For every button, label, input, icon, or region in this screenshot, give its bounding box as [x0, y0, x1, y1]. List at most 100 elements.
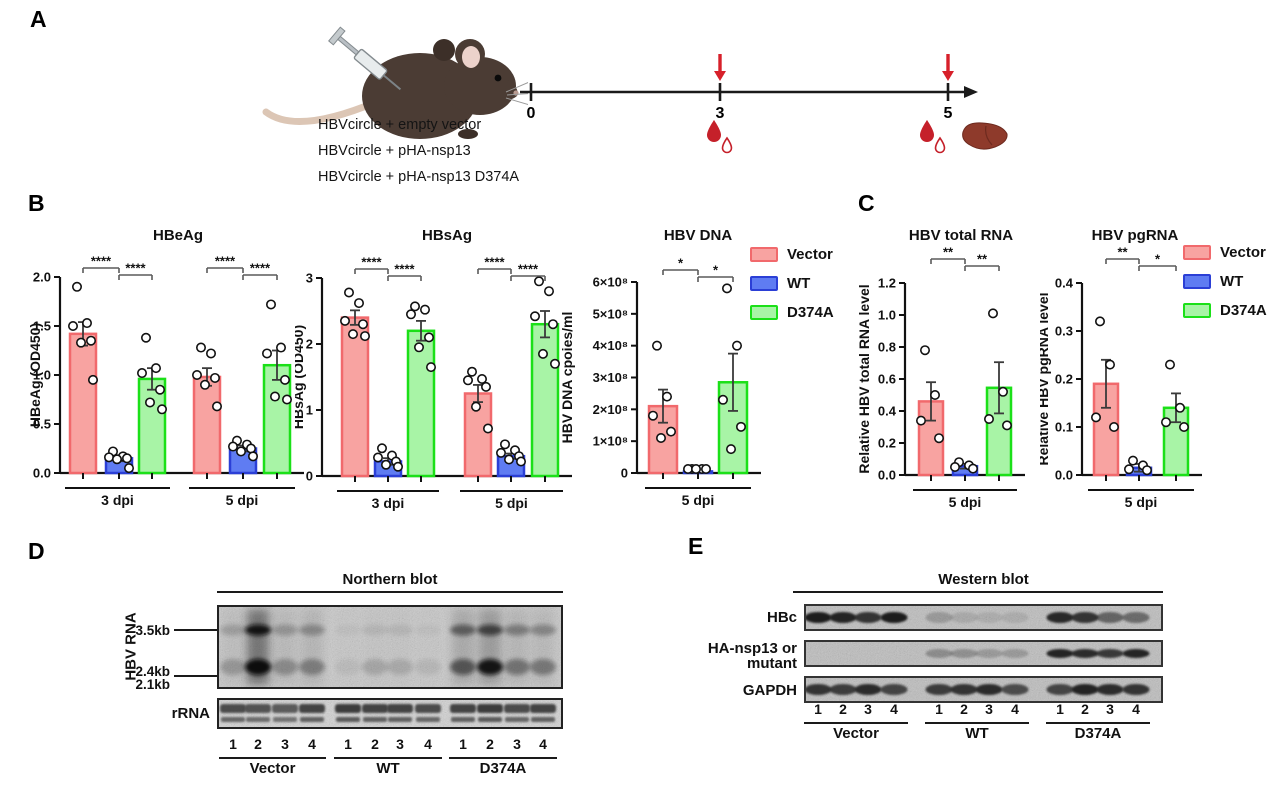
lane-number: 2: [960, 701, 968, 717]
data-point: [81, 318, 92, 329]
data-point: [155, 384, 166, 395]
mouse-eye: [494, 74, 502, 82]
y-tick-label: 5×10⁸: [593, 306, 628, 321]
data-point: [548, 319, 559, 330]
lane-number: 4: [308, 736, 316, 752]
band-2-4kb: [387, 659, 413, 675]
y-tick-label: 0.2: [878, 436, 896, 451]
data-point: [691, 464, 702, 475]
lane-number: 1: [344, 736, 352, 752]
lane-number: 3: [281, 736, 289, 752]
group-label: 5 dpi: [226, 492, 259, 508]
protein-band: [1046, 684, 1074, 695]
mouse-head: [444, 57, 516, 115]
sig-stars: ****: [361, 255, 382, 270]
data-point: [266, 299, 277, 310]
data-point: [988, 308, 999, 319]
pgrna-chart: HBV pgRNA 0.0 0.1 0.2 0.3 0.4 Relative HBV pgR…: [1040, 227, 1202, 510]
protein-band: [950, 649, 978, 658]
lane-number: 3: [1106, 701, 1114, 717]
hbeag-ylabel: HBeAg (OD450): [30, 323, 43, 427]
protein-band: [950, 612, 978, 623]
hbvdna-ylabel: HBV DNA cpoies/ml: [560, 312, 575, 444]
data-point: [1002, 420, 1013, 431]
data-point: [1161, 417, 1172, 428]
data-point: [381, 459, 392, 470]
y-tick-label: 1.2: [878, 276, 896, 291]
y-tick-label: 0.3: [1055, 324, 1073, 339]
y-tick-label: 2×10⁸: [593, 402, 628, 417]
mouse-tail: [262, 98, 380, 125]
panel-b-label: B: [28, 190, 45, 216]
band-3-5kb: [245, 624, 271, 636]
group-label-d374a: D374A: [479, 760, 527, 777]
protein-band: [880, 612, 908, 623]
y-tick-label: 1.5: [33, 319, 51, 334]
mouse-ear-back: [433, 39, 455, 61]
rrna-label: rRNA: [171, 705, 210, 722]
protein-band: [925, 684, 953, 695]
band-3-5kb: [477, 624, 503, 636]
band-2-4kb: [220, 659, 246, 675]
data-point: [137, 368, 148, 379]
protein-band: [1071, 684, 1099, 695]
panel-a-label: A: [30, 6, 47, 32]
data-point: [1165, 359, 1176, 370]
rrna-band-28s: [362, 704, 388, 713]
bar-vector: [340, 316, 370, 478]
group-label-vector: Vector: [833, 725, 879, 742]
northern-heading-rule: [217, 591, 563, 593]
data-point: [357, 319, 368, 330]
hbsag-ylabel: HBsAg (OD450): [295, 325, 306, 429]
lane-number: 4: [424, 736, 432, 752]
group-underline: [1046, 722, 1150, 724]
protein-band: [880, 684, 908, 695]
protein-band: [1096, 612, 1124, 623]
y-tick-label: 3×10⁸: [593, 370, 628, 385]
ha-nsp13-blot-image: [804, 640, 1163, 667]
group-label: 5 dpi: [1125, 494, 1158, 510]
legend-swatch-vector: [750, 246, 778, 262]
totalrna-title: HBV total RNA: [909, 227, 1013, 244]
hbsag-title: HBsAg: [422, 227, 472, 244]
data-point: [112, 454, 123, 465]
timeline-tick-3: 3: [716, 105, 725, 122]
lane-number: 4: [1132, 701, 1140, 717]
strip-border: [804, 640, 1163, 667]
strip-border: [804, 676, 1163, 703]
syringe-icon: [328, 26, 402, 91]
bar-vector: [68, 332, 98, 475]
protein-band: [975, 684, 1003, 695]
protein-band: [1071, 649, 1099, 658]
data-point: [406, 309, 417, 320]
data-point: [248, 451, 259, 462]
western-blot-heading: Western blot: [938, 571, 1029, 588]
legend-label: D374A: [787, 303, 834, 321]
legend-label: Vector: [1220, 243, 1266, 261]
hbvdna-title: HBV DNA: [664, 227, 733, 244]
protein-band: [1046, 649, 1074, 658]
injection-group-2: HBVcircle + pHA-nsp13: [318, 143, 471, 159]
legend-item-wt: WT: [750, 275, 834, 292]
bar-d374a: [406, 329, 436, 478]
sig-stars: ****: [91, 254, 112, 269]
timeline-tick-0: 0: [527, 105, 536, 122]
band-2-4kb: [450, 659, 476, 675]
data-point: [930, 390, 941, 401]
rrna-band-28s: [387, 704, 413, 713]
data-point: [1128, 455, 1139, 466]
sig-stars: ****: [215, 254, 236, 269]
data-point: [1179, 422, 1190, 433]
data-point: [530, 311, 541, 322]
band-3-5kb: [387, 624, 413, 636]
data-point: [373, 452, 384, 463]
protein-band: [1001, 649, 1029, 658]
y-tick-label: 0.0: [878, 468, 896, 483]
legend-swatch-vector: [1183, 244, 1211, 260]
data-point: [968, 463, 979, 474]
legend-item-wt: WT: [1183, 273, 1267, 290]
y-tick-label: 1.0: [33, 368, 51, 383]
legend-panel-c: Vector WT D374A: [1183, 243, 1267, 319]
sig-stars: **: [977, 252, 988, 267]
